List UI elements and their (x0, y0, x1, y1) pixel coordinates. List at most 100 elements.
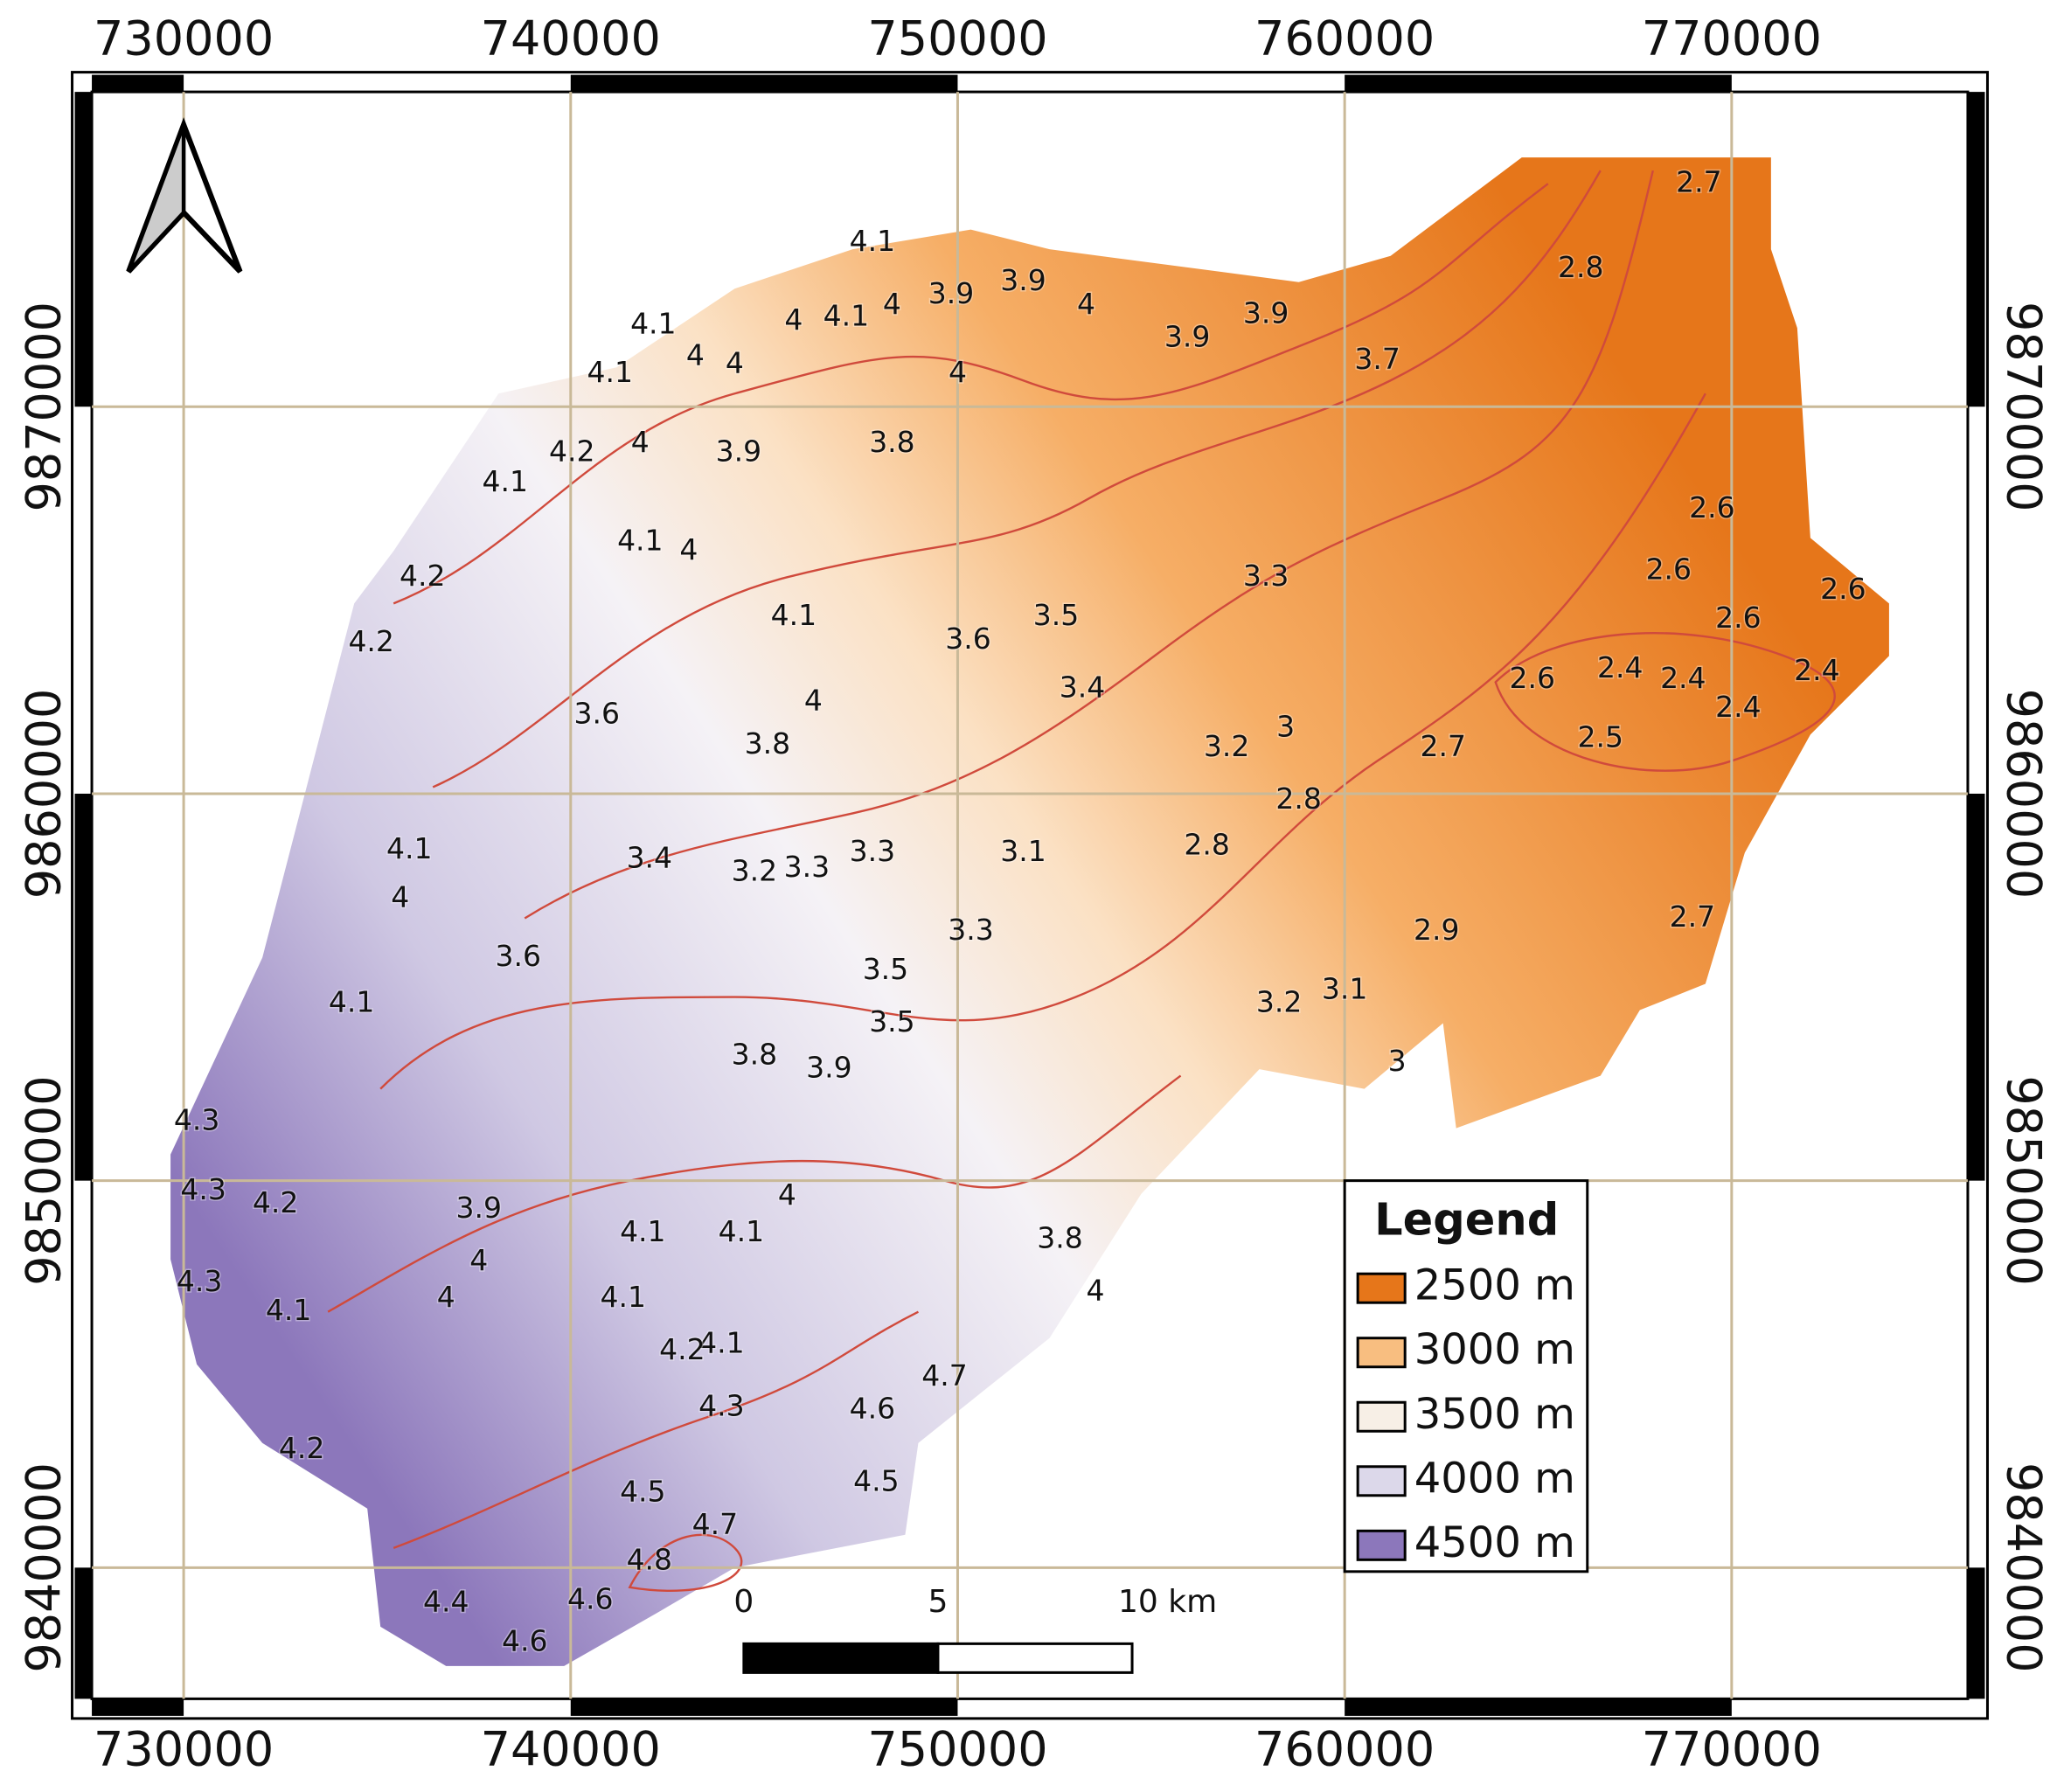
frame-ticks (74, 74, 1985, 1716)
contour-label: 4.6 (567, 1581, 613, 1615)
contour-label: 3.9 (1243, 296, 1289, 330)
contour-label: 4.1 (329, 985, 374, 1019)
x-tick-label: 740000 (481, 11, 661, 66)
contour-label: 4.2 (348, 624, 393, 658)
contour-label: 4 (804, 683, 823, 717)
contour-label: 4.3 (174, 1103, 219, 1137)
contour-label: 4.1 (620, 1214, 665, 1248)
y-tick-label: 9850000 (1996, 1075, 2051, 1286)
contour-label: 3.6 (496, 939, 541, 973)
contour-label: 4 (437, 1280, 455, 1314)
x-tick-label: 730000 (94, 1722, 274, 1777)
x-tick-label: 760000 (1254, 1722, 1435, 1777)
graticule (92, 92, 1968, 1699)
contour-label: 3.9 (1164, 320, 1210, 354)
contour-label: 3 (1276, 709, 1295, 743)
contour-label: 3.2 (1204, 729, 1249, 763)
contour-label: 4 (686, 338, 705, 372)
contour-label: 2.7 (1670, 899, 1715, 934)
legend-swatch (1356, 1272, 1407, 1304)
legend-swatch (1356, 1465, 1407, 1497)
contour-label: 4 (679, 532, 698, 566)
contour-label: 3.6 (574, 696, 620, 730)
y-tick-label: 9860000 (1996, 689, 2051, 899)
contour-label: 3 (1388, 1044, 1407, 1078)
legend-swatch (1356, 1529, 1407, 1561)
contour-label: 4.1 (587, 355, 633, 389)
x-tick-label: 740000 (481, 1722, 661, 1777)
contour-label: 4 (631, 425, 650, 459)
contour-label: 4.1 (698, 1326, 744, 1360)
y-tick-label: 9840000 (1996, 1462, 2051, 1673)
elevation-surface (170, 157, 1889, 1666)
contour-label: 4.1 (771, 598, 817, 632)
contour-label: 4.2 (253, 1185, 298, 1219)
x-tick-label: 760000 (1254, 11, 1435, 66)
contour-label: 4.6 (850, 1392, 895, 1426)
contour-label: 4.7 (692, 1507, 738, 1541)
contour-label: 2.6 (1689, 490, 1734, 524)
contour-label: 2.8 (1275, 781, 1321, 816)
contour-label: 4.1 (483, 464, 528, 498)
y-tick-label: 9870000 (17, 302, 72, 512)
contour-label: 3.3 (1243, 559, 1289, 593)
y-tick-label: 9850000 (17, 1075, 72, 1286)
contour-label: 4.3 (177, 1264, 222, 1298)
contour-label: 2.8 (1184, 827, 1229, 861)
contour-label: 4 (1087, 1274, 1105, 1308)
contours (327, 170, 1836, 1592)
contour-label: 3.9 (928, 276, 974, 310)
contour-label: 4.6 (502, 1623, 547, 1657)
contour-label: 3.5 (869, 1004, 914, 1038)
contour-label: 2.7 (1676, 165, 1721, 199)
contour-label: 2.4 (1794, 653, 1839, 687)
contour-label: 3.4 (1060, 670, 1105, 704)
contour-label: 2.5 (1578, 719, 1623, 754)
contour-label: 3.1 (1000, 834, 1046, 868)
contour-label: 3.8 (869, 425, 914, 459)
scale-bar (742, 1642, 1134, 1674)
contour-label: 4.2 (659, 1332, 705, 1366)
contour-label: 4 (949, 355, 967, 389)
contour-label: 4 (726, 346, 744, 380)
contour-label: 3.3 (948, 913, 993, 947)
contour-label: 2.6 (1510, 661, 1555, 695)
contour-label: 4.7 (921, 1358, 967, 1393)
contour-label: 4.1 (386, 831, 432, 865)
contour-label: 3.2 (1256, 985, 1302, 1019)
x-tick-label: 730000 (94, 11, 274, 66)
contour-label: 4.5 (620, 1474, 665, 1508)
contour-label: 4.1 (630, 307, 676, 341)
contour-label: 4.1 (601, 1280, 646, 1314)
contour-label: 3.5 (1033, 598, 1079, 632)
contour-label: 4.1 (850, 224, 895, 258)
contour-label: 2.4 (1660, 661, 1706, 695)
contour-label: 4.1 (266, 1293, 311, 1327)
scale-label: 0 (733, 1584, 754, 1620)
legend-swatch (1356, 1337, 1407, 1369)
contour-label: 3.3 (850, 834, 895, 868)
contour-label: 3.8 (1037, 1221, 1082, 1255)
contour-label: 3.9 (716, 434, 761, 468)
legend-label: 4000 m (1414, 1454, 1575, 1503)
contour-label: 3.9 (1000, 263, 1046, 297)
contour-label: 4.2 (400, 559, 445, 593)
contour-label: 4.3 (180, 1172, 226, 1206)
contour-label: 3.4 (627, 840, 672, 874)
contour-label: 3.9 (455, 1191, 501, 1225)
contour-label: 3.9 (806, 1051, 851, 1085)
contour-label: 4 (778, 1177, 796, 1212)
legend-label: 2500 m (1414, 1261, 1575, 1310)
x-tick-label: 770000 (1642, 1722, 1822, 1777)
contour-label: 3.2 (732, 853, 777, 887)
contour-label: 4.3 (698, 1389, 744, 1423)
contour-label: 4.1 (617, 523, 663, 557)
contour-label: 2.6 (1820, 572, 1866, 606)
contour-label: 4.2 (549, 434, 594, 468)
contour-label: 3.6 (945, 622, 990, 656)
contour-label: 4 (391, 880, 409, 914)
contour-label: 3.7 (1354, 342, 1400, 376)
legend: Legend (1343, 1179, 1589, 1573)
y-tick-label: 9840000 (17, 1462, 72, 1673)
